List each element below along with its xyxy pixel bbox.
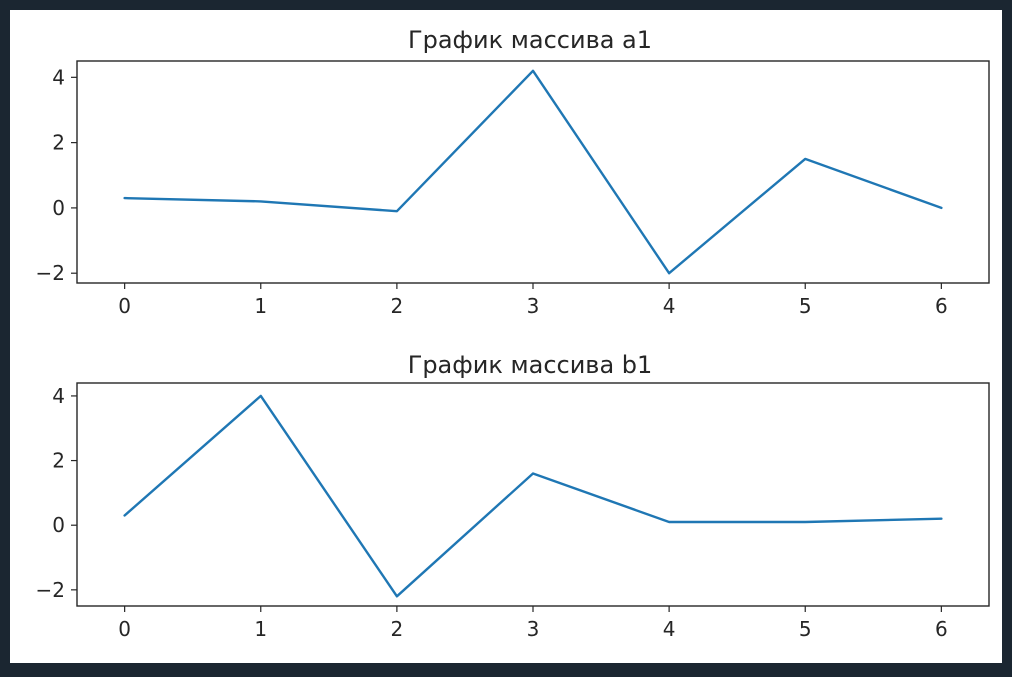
figure-svg: График массива a1 0 1 2 3 4 5 6 4 2 0 −2 График ма…	[36, 26, 990, 641]
x-tick-label: 6	[935, 617, 948, 641]
x-tick-label: 3	[527, 294, 540, 318]
x-tick-label: 4	[663, 294, 676, 318]
y-tick-label: 4	[52, 384, 65, 408]
marks-group: 0 1 2 3 4 5 6 4 2 0 −2	[36, 65, 948, 318]
series-line	[123, 69, 943, 275]
x-tick-label: 5	[799, 617, 812, 641]
x-tick-label: 5	[799, 294, 812, 318]
y-tick-label: −2	[36, 578, 65, 602]
axes-frame	[76, 382, 990, 607]
axes-frame	[76, 60, 990, 284]
subplot-a1: График массива a1 0 1 2 3 4 5 6 4 2 0 −2	[36, 26, 990, 318]
marks-group: 0 1 2 3 4 5 6 4 2 0 −2	[36, 384, 948, 641]
figure-canvas: График массива a1 0 1 2 3 4 5 6 4 2 0 −2 График ма…	[10, 10, 1002, 663]
x-tick-label: 2	[391, 294, 404, 318]
x-tick-label: 2	[391, 617, 404, 641]
x-tick-label: 0	[118, 294, 131, 318]
y-tick-label: 0	[52, 196, 65, 220]
y-tick-label: 0	[52, 513, 65, 537]
y-tick-label: 4	[52, 65, 65, 89]
chart-title: График массива a1	[408, 26, 652, 54]
x-tick-label: 1	[254, 617, 267, 641]
x-tick-label: 1	[254, 294, 267, 318]
series-line	[123, 394, 943, 598]
x-tick-label: 6	[935, 294, 948, 318]
x-tick-label: 3	[527, 617, 540, 641]
y-tick-label: 2	[52, 131, 65, 155]
x-tick-label: 0	[118, 617, 131, 641]
chart-title: График массива b1	[408, 351, 653, 379]
y-tick-label: −2	[36, 261, 65, 285]
y-tick-label: 2	[52, 449, 65, 473]
x-tick-label: 4	[663, 617, 676, 641]
subplot-b1: График массива b1 0 1 2 3 4 5 6 4 2 0 −2	[36, 351, 990, 641]
